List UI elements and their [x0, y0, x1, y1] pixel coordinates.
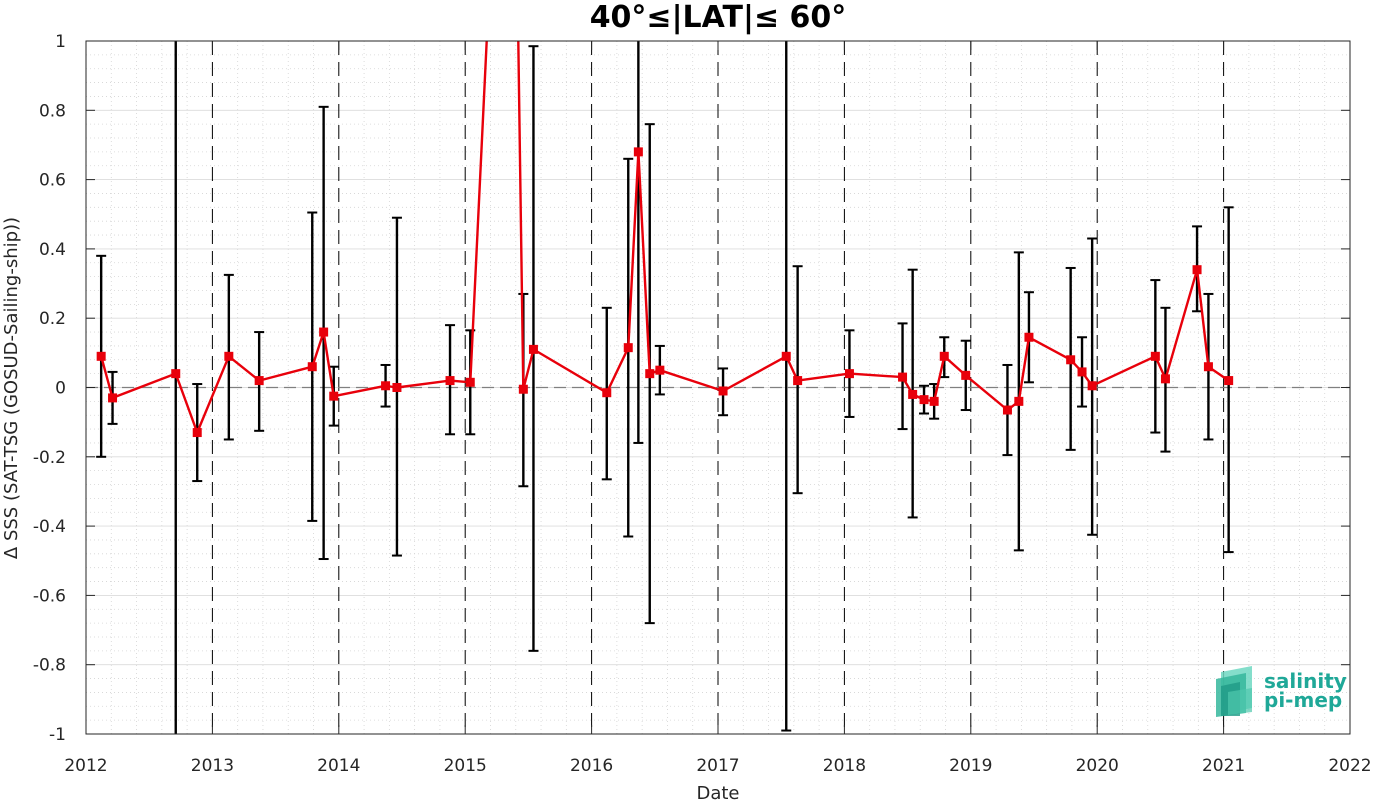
- data-point: [96, 351, 106, 361]
- x-tick-label: 2017: [696, 756, 739, 776]
- data-point: [645, 369, 655, 379]
- data-point: [108, 393, 118, 403]
- logo-text-pi-mep: pi-mep: [1264, 688, 1342, 712]
- x-tick-label: 2012: [64, 756, 107, 776]
- data-point: [1077, 367, 1087, 377]
- data-point: [655, 365, 665, 375]
- data-point: [319, 327, 329, 337]
- data-point: [919, 395, 929, 405]
- data-point: [381, 381, 391, 391]
- data-point: [307, 362, 317, 372]
- data-point: [465, 377, 475, 387]
- data-point: [254, 376, 264, 386]
- data-point: [1150, 351, 1160, 361]
- plot-area: [85, 40, 1351, 735]
- axis-ticks: [85, 40, 1351, 735]
- x-tick-label: 2016: [570, 756, 613, 776]
- data-markers: [96, 147, 1234, 438]
- data-point: [171, 369, 181, 379]
- x-tick-label: 2021: [1202, 756, 1245, 776]
- logo-text-salinity: salinity: [1264, 669, 1347, 693]
- y-axis-label: Δ SSS (SAT-TSG (GOSUD-Sailing-ship)): [1, 217, 22, 559]
- data-point: [445, 376, 455, 386]
- data-point: [224, 351, 234, 361]
- x-tick-label: 2019: [949, 756, 992, 776]
- y-tick-label: -0.6: [33, 586, 66, 606]
- data-point: [1024, 332, 1034, 342]
- logo-wave-icon: [1216, 666, 1252, 717]
- x-tick-label: 2018: [823, 756, 866, 776]
- y-tick-label: 0.6: [39, 171, 66, 191]
- data-point: [192, 428, 202, 438]
- data-point: [1066, 355, 1076, 365]
- data-point: [392, 383, 402, 392]
- data-point: [1087, 381, 1097, 391]
- x-tick-label: 2020: [1076, 756, 1119, 776]
- data-point: [329, 391, 339, 401]
- chart-title: 40°≤|LAT|≤ 60°: [590, 0, 847, 35]
- data-point: [623, 343, 633, 353]
- y-tick-label: 1: [55, 32, 66, 52]
- x-tick-label: 2022: [1328, 756, 1371, 776]
- y-tick-label: -0.2: [33, 448, 66, 468]
- data-point: [793, 376, 803, 386]
- data-point: [898, 372, 908, 382]
- x-tick-labels: 2012 2013 2014 2015 2016 2017 2018 2019 2020 2021…: [64, 756, 1371, 776]
- data-point: [929, 396, 939, 406]
- x-tick-label: 2014: [317, 756, 360, 776]
- data-point: [844, 369, 854, 379]
- x-tick-label: 2015: [444, 756, 487, 776]
- data-point: [1160, 374, 1170, 384]
- y-tick-label: -1: [49, 725, 66, 745]
- y-tick-label: -0.4: [33, 517, 66, 537]
- y-tick-label: 0.4: [39, 240, 66, 260]
- data-point: [961, 370, 971, 380]
- y-tick-labels: 1 0.8 0.6 0.4 0.2 0 -0.2 -0.4 -0.6 -0.8 -1: [33, 32, 66, 745]
- data-point: [718, 386, 728, 396]
- data-point: [633, 147, 643, 157]
- data-point: [1224, 376, 1234, 386]
- y-tick-label: 0.8: [39, 101, 66, 121]
- data-point: [518, 384, 528, 394]
- x-tick-label: 2013: [191, 756, 234, 776]
- data-point: [908, 389, 918, 399]
- y-tick-label: 0: [55, 379, 66, 399]
- data-point: [1203, 362, 1213, 372]
- data-point: [528, 344, 538, 354]
- data-point: [1192, 265, 1202, 275]
- x-axis-label: Date: [696, 783, 739, 801]
- data-point: [1014, 396, 1024, 406]
- y-tick-label: 0.2: [39, 309, 66, 329]
- y-tick-label: -0.8: [33, 656, 66, 676]
- data-point: [781, 351, 791, 361]
- data-point: [939, 351, 949, 361]
- data-point: [1002, 405, 1012, 415]
- salinity-pi-mep-logo: salinity pi-mep: [1216, 666, 1347, 717]
- data-point: [602, 388, 612, 398]
